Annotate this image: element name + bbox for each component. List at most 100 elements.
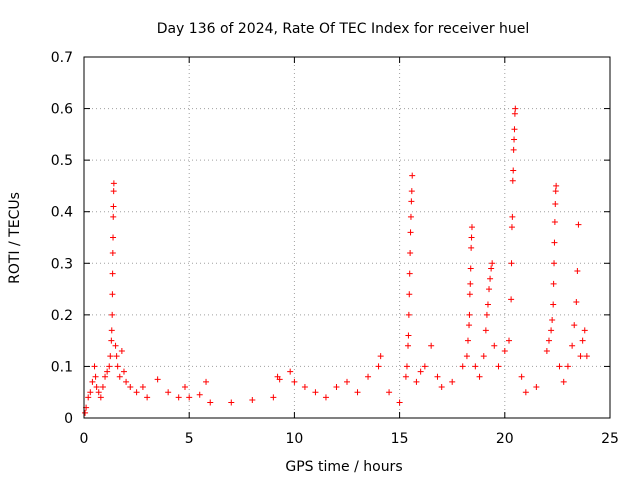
data-point <box>406 291 413 298</box>
data-point <box>207 399 214 406</box>
data-point <box>466 322 473 329</box>
data-point <box>509 213 516 220</box>
y-tick-label: 0 <box>64 411 73 427</box>
data-point <box>577 353 584 360</box>
data-point <box>407 213 414 220</box>
data-point <box>333 384 340 391</box>
data-point <box>552 188 559 195</box>
y-axis-label: ROTI / TECUs <box>7 192 23 284</box>
data-point <box>434 373 441 380</box>
data-point <box>480 353 487 360</box>
data-point <box>467 280 474 287</box>
data-point <box>459 363 466 370</box>
data-point <box>408 188 415 195</box>
y-tick-label: 0.2 <box>51 308 73 324</box>
data-point <box>95 389 102 396</box>
y-tick-label: 0.3 <box>51 256 73 272</box>
data-point <box>118 347 125 354</box>
x-axis-label: GPS time / hours <box>285 459 402 475</box>
data-point <box>550 280 557 287</box>
data-point <box>574 268 581 275</box>
data-point <box>405 342 412 349</box>
data-point <box>483 311 490 318</box>
data-point <box>287 368 294 375</box>
x-tick-label: 20 <box>496 431 514 447</box>
tick-labels: 0 5 10 15 20 25 0 0.1 0.2 0.3 0.4 0.5 0.6 0.7 <box>51 50 619 447</box>
data-point <box>110 234 117 241</box>
data-point <box>405 332 412 339</box>
data-point <box>438 384 445 391</box>
data-point <box>93 384 100 391</box>
data-point <box>97 394 104 401</box>
y-tick-label: 0.1 <box>51 359 73 375</box>
data-point <box>365 373 372 380</box>
data-point <box>548 327 555 334</box>
data-point <box>312 389 319 396</box>
data-point <box>466 291 473 298</box>
data-point <box>354 389 361 396</box>
y-tick-label: 0.4 <box>51 205 73 221</box>
data-point <box>82 409 89 416</box>
data-point <box>139 384 146 391</box>
data-point <box>560 378 567 385</box>
data-point <box>91 363 98 370</box>
data-point <box>102 373 109 380</box>
data-point <box>110 180 117 187</box>
data-point <box>468 244 475 251</box>
data-point <box>508 260 515 267</box>
data-point <box>476 373 483 380</box>
data-point <box>508 224 515 231</box>
data-point <box>406 270 413 277</box>
data-point <box>109 291 116 298</box>
data-point <box>175 394 182 401</box>
data-point <box>386 389 393 396</box>
data-point <box>428 342 435 349</box>
data-point <box>581 327 588 334</box>
data-point <box>575 221 582 228</box>
data-point <box>407 229 414 236</box>
data-point <box>413 378 420 385</box>
x-tick-label: 15 <box>391 431 409 447</box>
data-point <box>417 368 424 375</box>
data-point <box>501 347 508 354</box>
data-point <box>545 337 552 344</box>
data-point <box>127 384 134 391</box>
data-point <box>508 296 515 303</box>
data-point <box>543 347 550 354</box>
data-point <box>228 399 235 406</box>
data-point <box>495 363 502 370</box>
data-point <box>402 373 409 380</box>
data-point <box>511 136 518 143</box>
data-point <box>89 378 96 385</box>
data-point <box>489 260 496 267</box>
y-tick-label: 0.7 <box>51 50 73 66</box>
data-point <box>108 327 115 334</box>
data-point <box>551 239 558 246</box>
data-point <box>120 368 127 375</box>
data-point <box>583 353 590 360</box>
data-point <box>509 177 516 184</box>
y-tick-label: 0.5 <box>51 153 73 169</box>
data-point <box>518 373 525 380</box>
data-point <box>464 337 471 344</box>
data-point <box>551 260 558 267</box>
data-point <box>291 378 298 385</box>
data-point <box>107 353 114 360</box>
x-tick-label: 25 <box>601 431 619 447</box>
data-point <box>486 286 493 293</box>
data-point <box>511 110 518 117</box>
data-point <box>375 363 382 370</box>
data-point <box>409 172 416 179</box>
x-tick-label: 5 <box>185 431 194 447</box>
data-point <box>510 146 517 153</box>
data-point <box>553 182 560 189</box>
data-points <box>82 105 590 416</box>
data-point <box>104 368 111 375</box>
data-point <box>106 363 113 370</box>
data-point <box>511 126 518 133</box>
grid <box>84 57 610 418</box>
data-point <box>249 396 256 403</box>
plot-frame <box>83 56 611 419</box>
data-point <box>110 203 117 210</box>
